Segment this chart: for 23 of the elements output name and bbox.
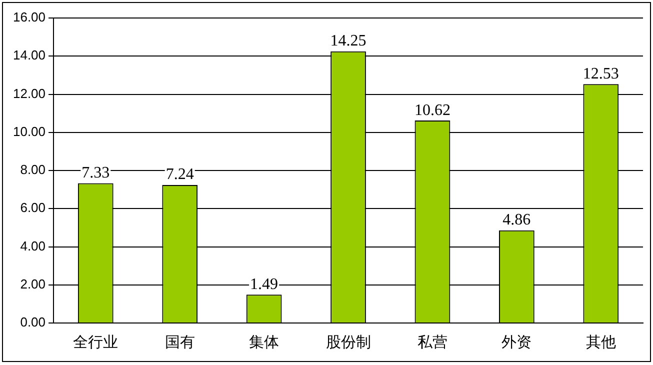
y-tick-label: 6.00 xyxy=(20,200,46,216)
y-tick-label: 10.00 xyxy=(12,124,46,139)
y-tick-label: 12.00 xyxy=(12,86,46,101)
y-tick-label: 2.00 xyxy=(20,276,46,292)
data-label: 12.53 xyxy=(582,65,619,82)
y-tick-label: 0.00 xyxy=(20,314,46,330)
data-label: 7.33 xyxy=(82,164,110,182)
data-label: 4.86 xyxy=(502,212,531,229)
data-label: 10.62 xyxy=(414,102,450,119)
y-tick-label: 14.00 xyxy=(12,48,46,63)
data-label: 7.24 xyxy=(166,166,194,184)
y-tick-label: 8.00 xyxy=(20,162,46,178)
x-tick-label: 股份制 xyxy=(326,332,371,351)
x-tick-label: 国有 xyxy=(164,332,195,351)
x-tick-label: 外资 xyxy=(502,332,532,351)
x-tick-label: 全行业 xyxy=(73,332,118,351)
y-tick-label: 16.00 xyxy=(12,10,46,25)
x-tick-label: 私营 xyxy=(417,332,448,351)
data-label: 1.49 xyxy=(250,276,278,293)
y-tick-label: 4.00 xyxy=(20,238,46,254)
x-tick-label: 集体 xyxy=(249,332,280,351)
data-label: 14.25 xyxy=(330,32,366,50)
x-tick-label: 其他 xyxy=(586,332,616,351)
